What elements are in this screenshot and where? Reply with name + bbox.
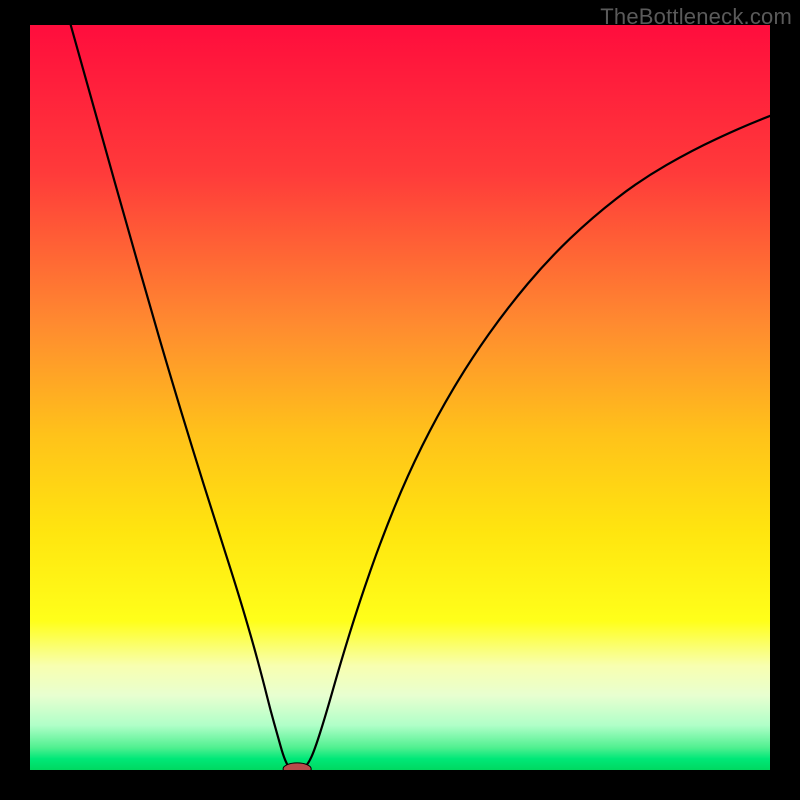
chart-container: TheBottleneck.com: [0, 0, 800, 800]
bottleneck-chart: [0, 0, 800, 800]
watermark-text: TheBottleneck.com: [600, 4, 792, 30]
plot-background: [30, 25, 770, 770]
